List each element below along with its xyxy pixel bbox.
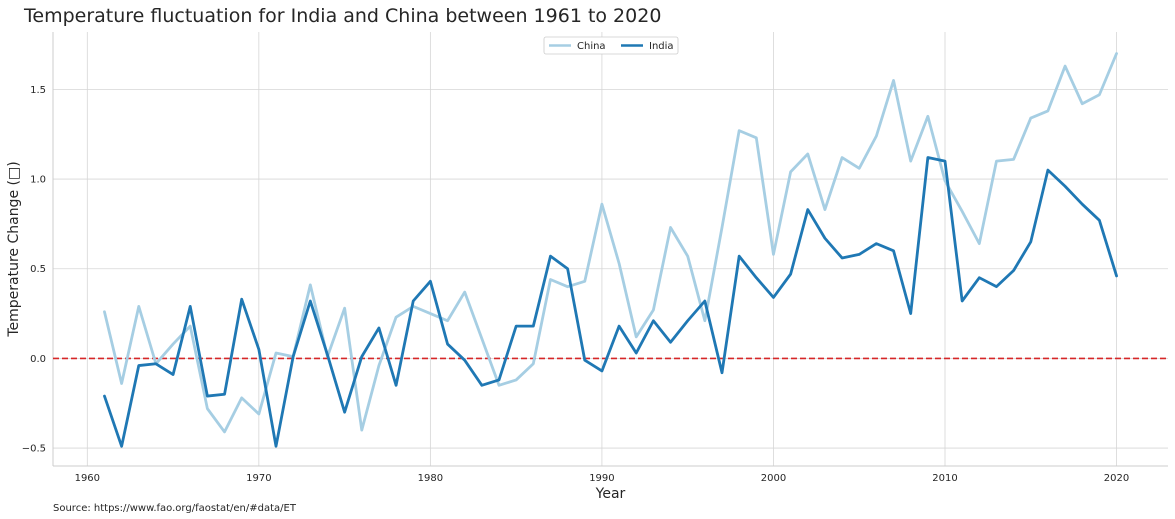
x-axis-label: Year (595, 486, 626, 502)
series-line-china (103, 52, 1118, 434)
chart-title: Temperature fluctuation for India and Ch… (23, 5, 661, 27)
y-tick-label: 0.0 (30, 354, 46, 365)
x-tick-label: 1980 (418, 473, 443, 484)
source-note: Source: https://www.fao.org/faostat/en/#… (53, 503, 297, 514)
y-tick-label: 0.5 (30, 264, 46, 275)
y-tick-label: 1.5 (30, 85, 46, 96)
legend-label-china: China (577, 41, 606, 52)
y-axis-ticks: −0.5 0.0 0.5 1.0 1.5 (22, 85, 46, 455)
legend-box (543, 36, 679, 55)
x-tick-label: 2000 (761, 473, 786, 484)
series-lines (103, 52, 1118, 448)
axes-spines (52, 32, 1168, 467)
legend: China India (543, 36, 679, 55)
x-tick-label: 1960 (75, 473, 100, 484)
y-axis-label: Temperature Change (□) (6, 161, 22, 337)
x-axis-ticks: 1960 1970 1980 1990 2000 2010 2020 (75, 473, 1130, 484)
x-tick-label: 1990 (589, 473, 614, 484)
x-tick-label: 2020 (1104, 473, 1129, 484)
x-tick-label: 2010 (932, 473, 957, 484)
legend-label-india: India (649, 41, 674, 52)
y-tick-label: −0.5 (22, 444, 46, 455)
series-line-india (103, 156, 1118, 448)
y-tick-label: 1.0 (30, 175, 46, 186)
x-tick-label: 1970 (246, 473, 271, 484)
grid (53, 32, 1168, 466)
